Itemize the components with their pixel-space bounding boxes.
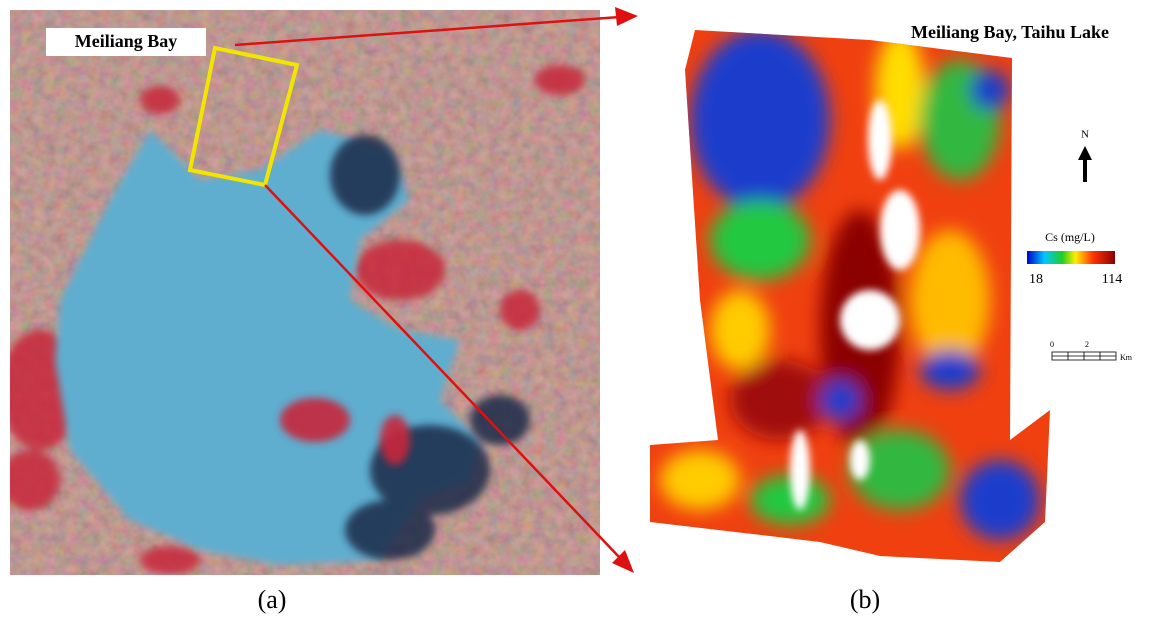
bay-label: Meiliang Bay bbox=[75, 31, 178, 51]
legend-max: 114 bbox=[1102, 272, 1122, 287]
scale-start: 0 bbox=[1050, 340, 1054, 349]
scale-unit: Km bbox=[1120, 353, 1133, 362]
scale-end: 2 bbox=[1085, 340, 1089, 349]
caption-a: (a) bbox=[258, 585, 287, 614]
satellite-image bbox=[10, 10, 600, 575]
map-title: Meiliang Bay, Taihu Lake bbox=[911, 22, 1109, 42]
label-box bbox=[46, 28, 206, 56]
scale-bar bbox=[1051, 351, 1117, 361]
legend-min: 18 bbox=[1029, 272, 1043, 287]
north-arrow bbox=[1078, 146, 1092, 182]
concentration-map bbox=[650, 30, 1050, 562]
legend-title: Cs (mg/L) bbox=[1045, 230, 1095, 244]
colorbar bbox=[1027, 251, 1115, 264]
zoom-arrows bbox=[234, 7, 638, 573]
caption-b: (b) bbox=[850, 585, 880, 614]
north-label: N bbox=[1081, 129, 1089, 141]
